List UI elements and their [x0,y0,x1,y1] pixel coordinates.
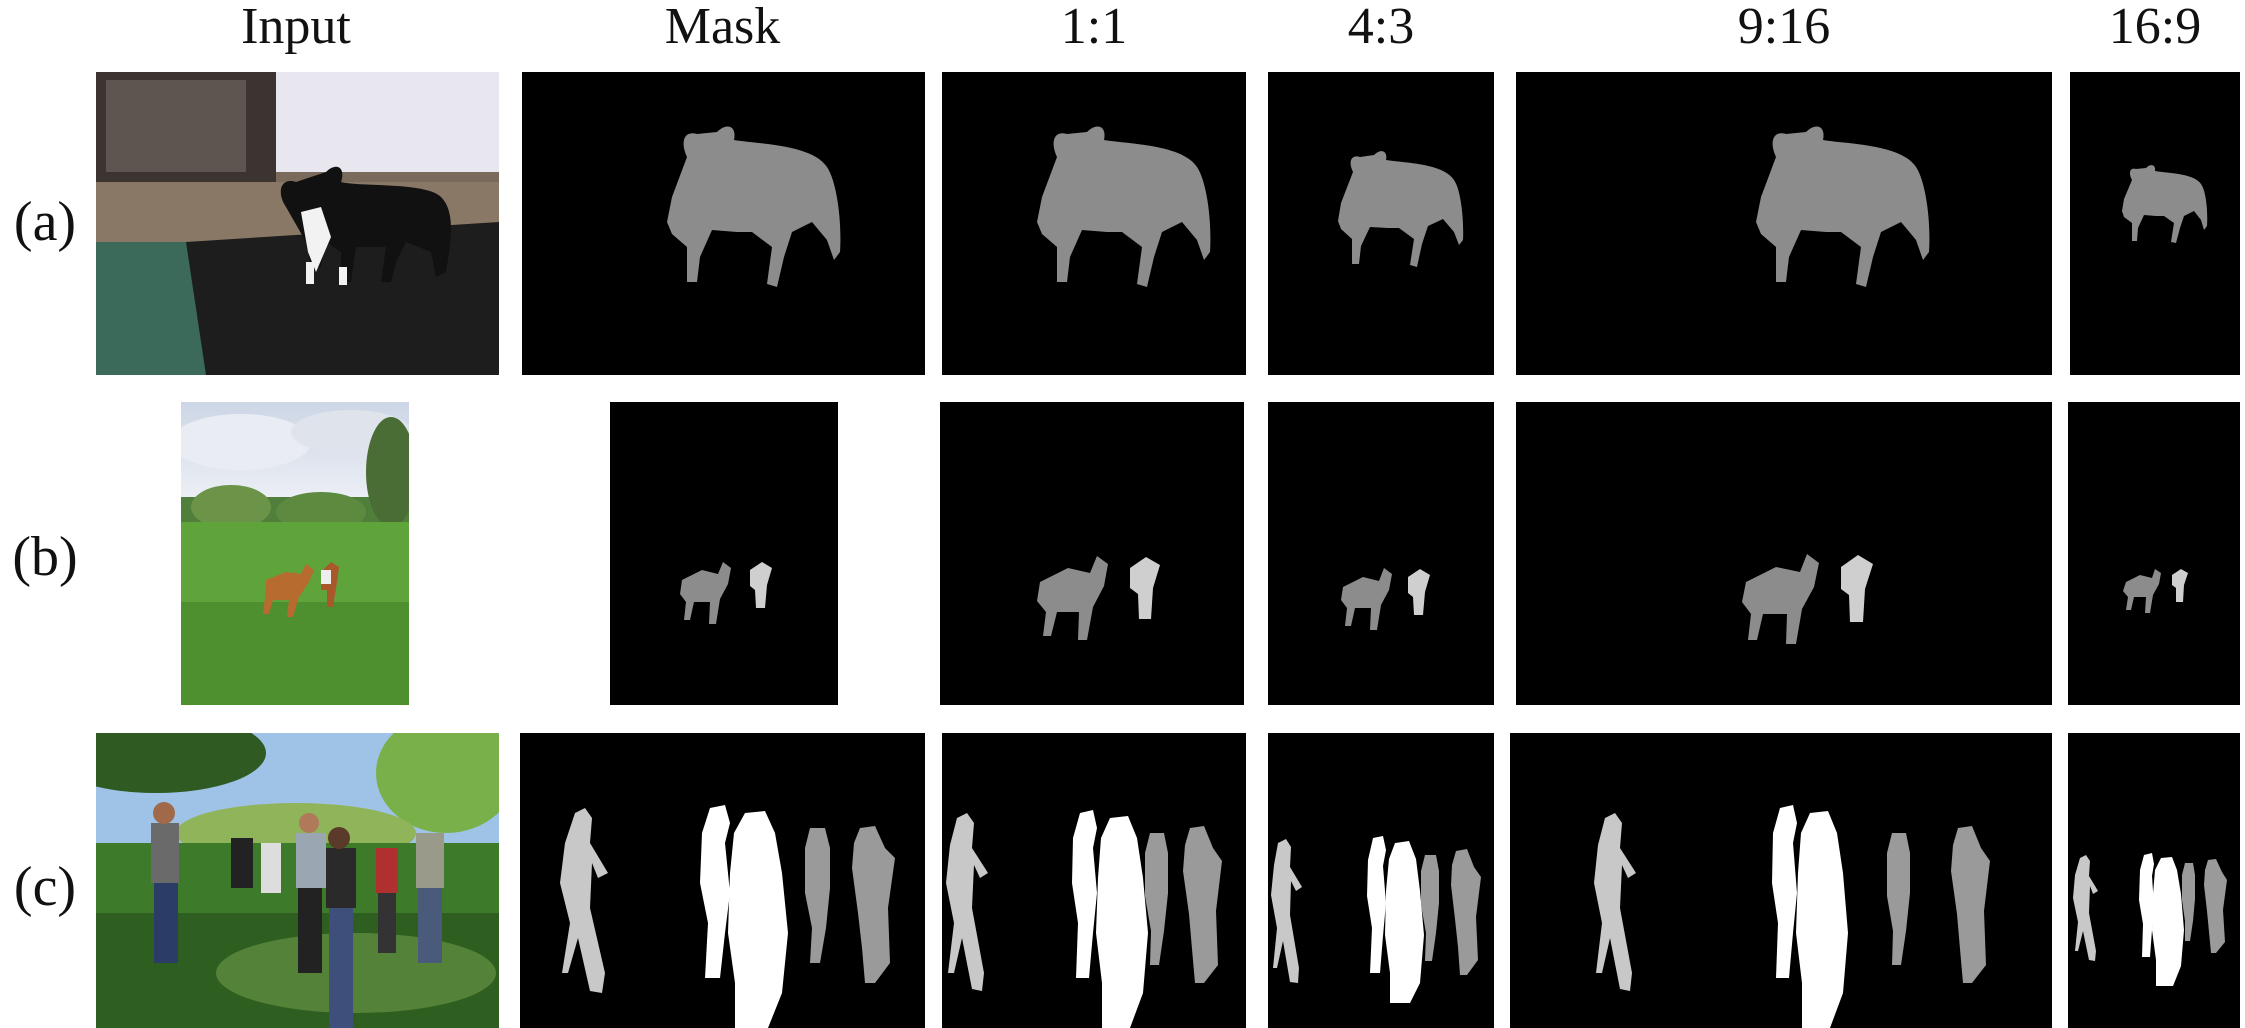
row-label-a: (a) [13,191,77,253]
input-photo-dog [96,72,499,375]
column-header-ratio-1-1: 1:1 [1060,0,1128,55]
column-header-mask: Mask [664,0,781,55]
input-photo-dogs-field [181,402,409,705]
result-panel-a-1-1 [942,72,1246,375]
result-panel-a-16-9 [2070,72,2240,375]
result-panel-b-16-9 [2068,402,2240,705]
column-header-ratio-4-3: 4:3 [1347,0,1415,55]
row-label-c: (c) [13,856,77,918]
column-header-ratio-16-9: 16:9 [2108,0,2202,55]
mask-panel-a [522,72,925,375]
column-header-input: Input [241,0,351,55]
result-panel-c-4-3 [1268,733,1494,1028]
result-panel-c-9-16 [1510,733,2052,1028]
result-panel-c-16-9 [2068,733,2240,1028]
input-photo-people-park [96,733,499,1028]
result-panel-b-4-3 [1268,402,1494,705]
mask-panel-b [610,402,838,705]
result-panel-a-4-3 [1268,72,1494,375]
result-panel-c-1-1 [942,733,1246,1028]
result-panel-b-9-16 [1516,402,2052,705]
row-label-b: (b) [12,526,78,588]
result-panel-b-1-1 [940,402,1244,705]
result-panel-a-9-16 [1516,72,2052,375]
column-header-ratio-9-16: 9:16 [1737,0,1831,55]
dog-mask [667,126,841,287]
mask-panel-c [520,733,925,1028]
